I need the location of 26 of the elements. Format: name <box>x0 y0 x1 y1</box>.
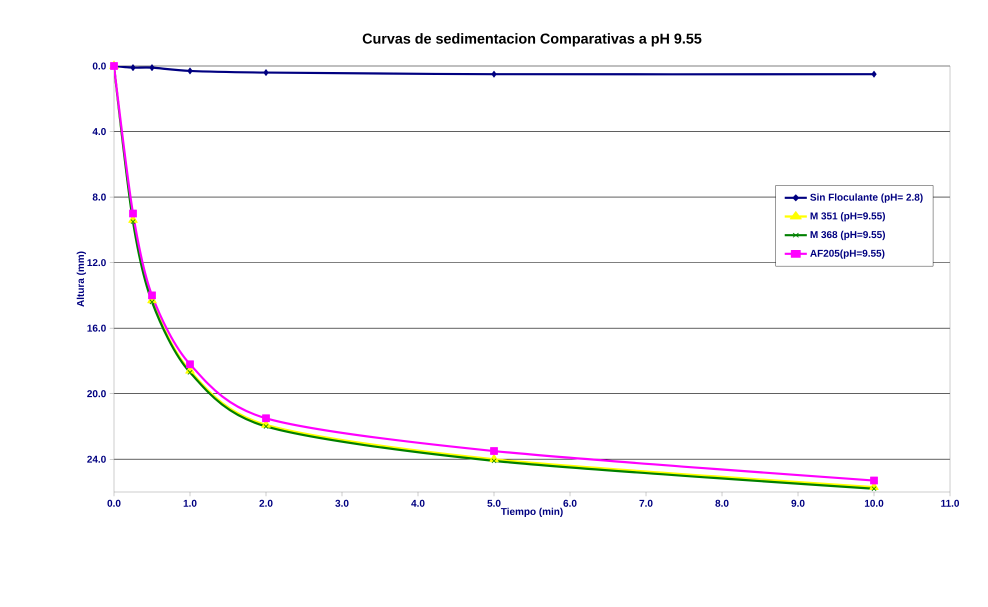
x-tick-label: 10.0 <box>864 500 884 507</box>
y-tick-label: 24.0 <box>87 456 106 463</box>
x-tick-label: 11.0 <box>941 500 960 507</box>
chart-title: Curvas de sedimentacion Comparativas a pH 9.55 <box>362 33 702 47</box>
y-tick-label: 20.0 <box>87 390 106 398</box>
x-tick-label: 4.0 <box>411 500 425 507</box>
y-axis-title: Altura (mm) <box>76 252 86 307</box>
y-tick-label: 0.0 <box>92 62 106 70</box>
legend-label: M 351 (pH=9.55) <box>810 212 885 222</box>
legend-label: AF205(pH=9.55) <box>810 249 884 259</box>
y-tick-label: 8.0 <box>92 194 106 201</box>
legend-label: Sin Floculante (pH= 2.8) <box>810 193 923 203</box>
x-tick-label: 0.0 <box>107 500 121 507</box>
x-tick-label: 6.0 <box>563 500 577 507</box>
y-tick-label: 16.0 <box>87 324 106 332</box>
y-tick-label: 12.0 <box>87 259 106 266</box>
x-tick-label: 2.0 <box>259 500 273 507</box>
x-tick-label: 3.0 <box>335 500 349 507</box>
x-tick-label: 7.0 <box>640 500 653 507</box>
x-axis-title: Tiempo (min) <box>500 508 563 517</box>
x-tick-label: 1.0 <box>184 500 197 507</box>
y-tick-label: 4.0 <box>92 128 106 136</box>
x-tick-label: 8.0 <box>715 500 729 507</box>
x-tick-label: 9.0 <box>791 500 805 507</box>
legend-label: M 368 (pH=9.55) <box>810 230 885 240</box>
x-tick-label: 5.0 <box>487 500 501 507</box>
